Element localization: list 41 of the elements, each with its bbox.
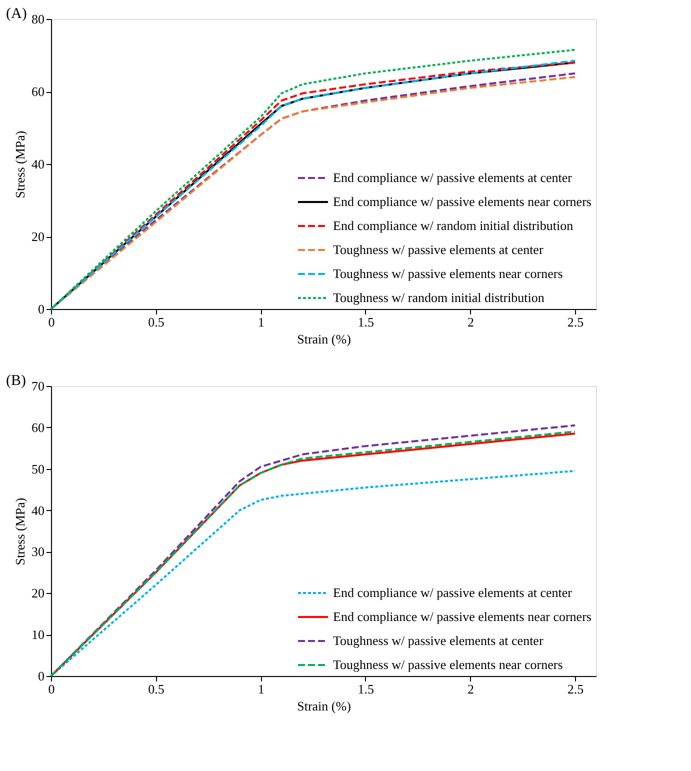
y-tick-label: 40: [32, 502, 44, 518]
y-tick-label: 60: [32, 420, 44, 435]
y-tick-label: 20: [32, 586, 44, 601]
legend-label: Toughness w/ random initial distribution: [333, 290, 545, 305]
x-tick-label: 1: [258, 314, 264, 330]
x-tick-label: 0.5: [148, 314, 164, 330]
legend-label: End compliance w/ random initial distribution: [333, 218, 574, 233]
legend-label: End compliance w/ passive elements at center: [333, 170, 573, 185]
legend-label: Toughness w/ passive elements near corners: [333, 657, 563, 672]
x-tick-label: 0.5: [148, 682, 164, 696]
chart-title: (B): [6, 373, 26, 389]
y-tick-label: 30: [32, 544, 44, 560]
y-tick-label: 0: [38, 302, 44, 316]
y-tick-label: 80: [32, 12, 44, 26]
x-tick-label: 1.5: [358, 682, 374, 696]
x-tick-label: 2.5: [567, 682, 584, 696]
y-axis-title: Stress (MPa): [12, 130, 28, 198]
legend-label: End compliance w/ passive elements near corners: [333, 194, 592, 209]
x-tick-label: 1.5: [358, 314, 374, 330]
x-axis-title: Strain (%): [297, 698, 351, 714]
x-tick-label: 2: [467, 682, 474, 696]
legend-label: End compliance w/ passive elements near corners: [333, 609, 592, 624]
y-axis-title: Stress (MPa): [12, 498, 28, 566]
legend-label: Toughness w/ passive elements at center: [333, 242, 544, 257]
y-tick-label: 10: [32, 627, 44, 642]
x-tick-label: 2.5: [567, 314, 584, 330]
y-tick-label: 50: [32, 461, 44, 476]
y-tick-label: 70: [32, 378, 44, 394]
y-tick-label: 40: [32, 156, 44, 172]
legend-label: Toughness w/ passive elements at center: [333, 633, 544, 648]
y-tick-label: 0: [38, 668, 44, 684]
y-tick-label: 60: [32, 84, 44, 99]
x-tick-label: 1: [258, 682, 264, 696]
x-axis-title: Strain (%): [297, 332, 351, 346]
legend-label: End compliance w/ passive elements at center: [333, 585, 573, 600]
x-tick-label: 2: [467, 314, 474, 330]
x-tick-label: 0: [48, 314, 55, 330]
legend-label: Toughness w/ passive elements near corners: [333, 266, 563, 281]
chart-title: (A): [6, 6, 27, 22]
x-tick-label: 0: [48, 682, 55, 696]
y-tick-label: 20: [32, 229, 44, 244]
